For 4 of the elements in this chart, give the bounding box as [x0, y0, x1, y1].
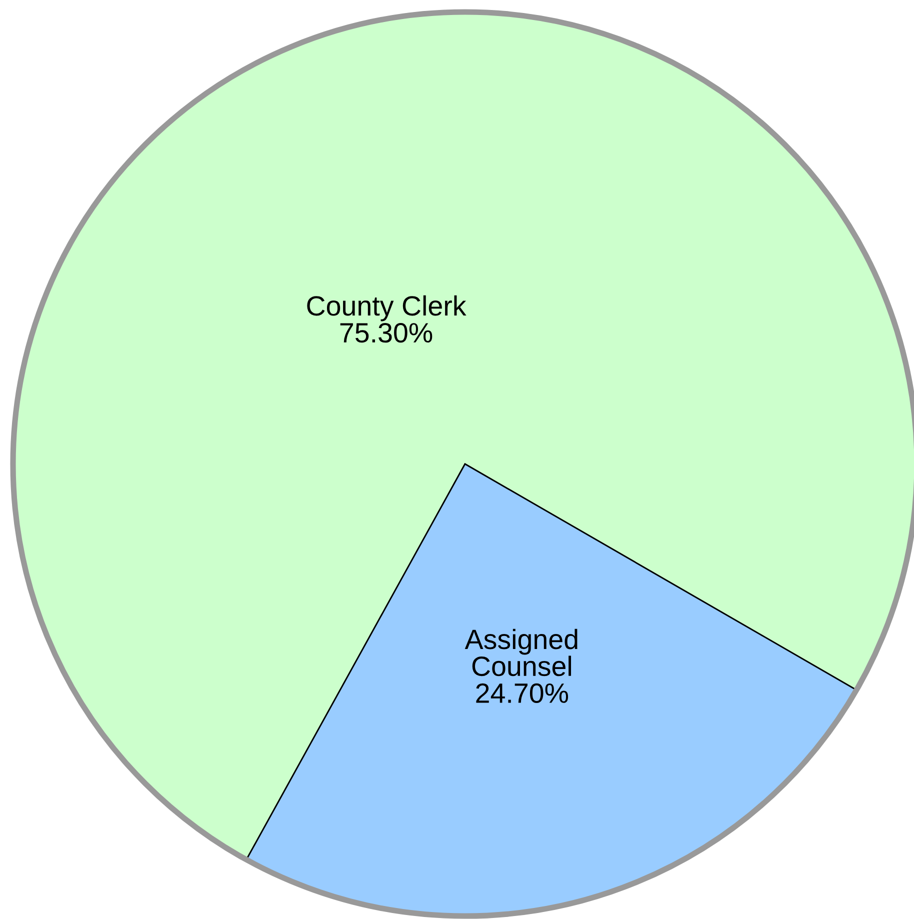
- slice-label: Assigned Counsel: [464, 628, 578, 676]
- data-label: 24.70%: [476, 683, 568, 704]
- slice-label: County Clerk: [307, 295, 466, 322]
- data-label: 75.30%: [340, 322, 432, 343]
